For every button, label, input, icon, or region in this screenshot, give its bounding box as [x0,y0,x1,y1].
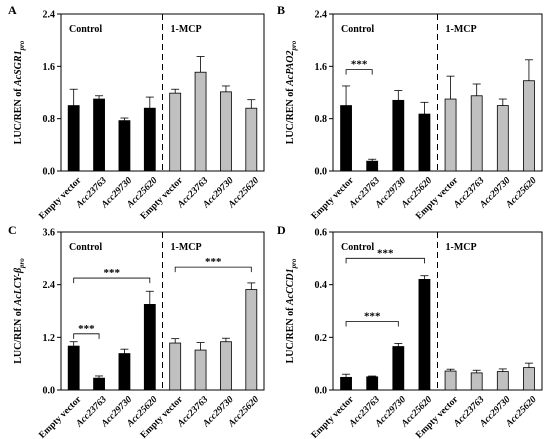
significance-bracket [73,277,151,284]
significance-bracket [345,321,399,327]
y-tick-label: 0.0 [315,386,328,397]
panel-letter: D [277,223,286,237]
x-tick-label: Empty vector [310,394,357,439]
y-tick-label: 0.2 [315,333,328,344]
significance-label: *** [351,59,368,71]
panel-a: A 0.0 0.8 1.6 2.4 LUC/REN of AcSGR1pro Control… [8,3,265,222]
panel-letter: C [8,223,17,237]
significance-bracket [345,257,425,264]
y-axis-label-subscript: pro [290,40,298,51]
panel-letter: B [277,3,285,17]
bar [67,105,80,172]
bar [143,304,156,391]
y-tick-label: 2.4 [43,10,56,21]
y-tick-label: 1.6 [315,62,328,73]
x-tick-label: Empty vector [37,175,84,222]
bar [169,342,182,391]
y-tick-label: 0.6 [315,228,328,239]
bar [93,377,105,391]
y-tick-label: 2.4 [43,280,56,291]
bar [444,98,457,172]
y-axis-label-subscript: pro [18,258,26,269]
bar [470,372,483,391]
y-tick-label: 2.4 [315,10,328,21]
y-axis-label-gene: AcPAO2 [285,51,296,87]
y-axis-label: LUC/REN of AcPAO2pro [285,40,298,144]
bar [392,346,405,391]
bar [496,371,509,391]
bar [523,80,535,172]
y-axis-label-text: LUC/REN of [13,86,24,144]
y-tick-label: 0.8 [315,114,328,125]
bar [118,120,131,172]
panel-b: B 0.0 0.8 1.6 2.4 LUC/REN of AcPAO2pro Control… [277,3,543,222]
bar [143,107,156,172]
bar [392,99,405,172]
y-axis-label-text: LUC/REN of [285,305,296,363]
y-axis-label-subscript: pro [18,40,26,51]
panel-c: C 0.0 1.2 2.4 3.6 LUC/REN of AcLCY-βpro Contro… [8,223,265,439]
y-tick-label: 0.0 [43,386,56,397]
bar [340,105,352,172]
significance-label: *** [364,311,381,323]
y-axis-label: LUC/REN of AcCCD1pro [285,258,298,363]
bar [220,341,232,391]
panel-d: D 0.0 0.2 0.4 0.6 LUC/REN of AcCCD1pro Control… [277,223,543,439]
significance-label: *** [377,247,394,259]
bar [496,105,509,172]
y-axis-label: LUC/REN of AcLCY-βpro [13,258,26,364]
bar [194,71,207,172]
group-label-control: Control [69,242,102,253]
bar [470,95,483,172]
group-label-1mcp: 1-MCP [171,242,202,253]
y-axis-label-gene: AcSGR1 [13,50,24,87]
y-tick-label: 3.6 [43,228,56,239]
bar [169,92,182,172]
significance-bracket [174,266,252,273]
y-tick-label: 0.8 [43,114,56,125]
x-tick-label: Empty vector [37,394,84,439]
y-tick-label: 1.2 [43,333,56,344]
bar [340,376,352,391]
bar [366,160,379,172]
significance-label: *** [205,256,222,268]
group-label-control: Control [341,24,374,35]
y-tick-label: 0.0 [43,167,56,178]
group-label-control: Control [341,242,374,253]
bar [245,289,258,391]
significance-label: *** [104,267,121,279]
y-tick-label: 0.0 [315,167,328,178]
bar [118,353,131,391]
y-tick-label: 0.4 [315,280,328,291]
group-label-1mcp: 1-MCP [171,24,202,35]
group-label-control: Control [69,24,102,35]
bar [67,345,80,391]
bar [366,376,379,391]
y-axis-label-gene: AcCCD1 [285,268,296,306]
x-tick-label: Empty vector [310,175,357,222]
bar [194,349,207,391]
y-axis-label-text: LUC/REN of [285,86,296,144]
y-tick-label: 1.6 [43,62,56,73]
bar [444,370,457,391]
bar [523,367,535,391]
significance-bracket [73,333,100,339]
group-label-1mcp: 1-MCP [446,24,477,35]
panel-letter: A [8,3,17,17]
bar [418,113,431,172]
bar [93,98,105,172]
y-axis-label-text: LUC/REN of [13,305,24,363]
y-axis-label-gene: AcLCY-β [13,267,24,306]
bar [220,91,232,172]
group-label-1mcp: 1-MCP [446,242,477,253]
bar [245,107,258,172]
y-axis-label: LUC/REN of AcSGR1pro [13,40,26,144]
y-axis-label-subscript: pro [290,258,298,269]
significance-bracket [345,69,373,75]
significance-label: *** [78,323,95,335]
bar [418,278,431,391]
